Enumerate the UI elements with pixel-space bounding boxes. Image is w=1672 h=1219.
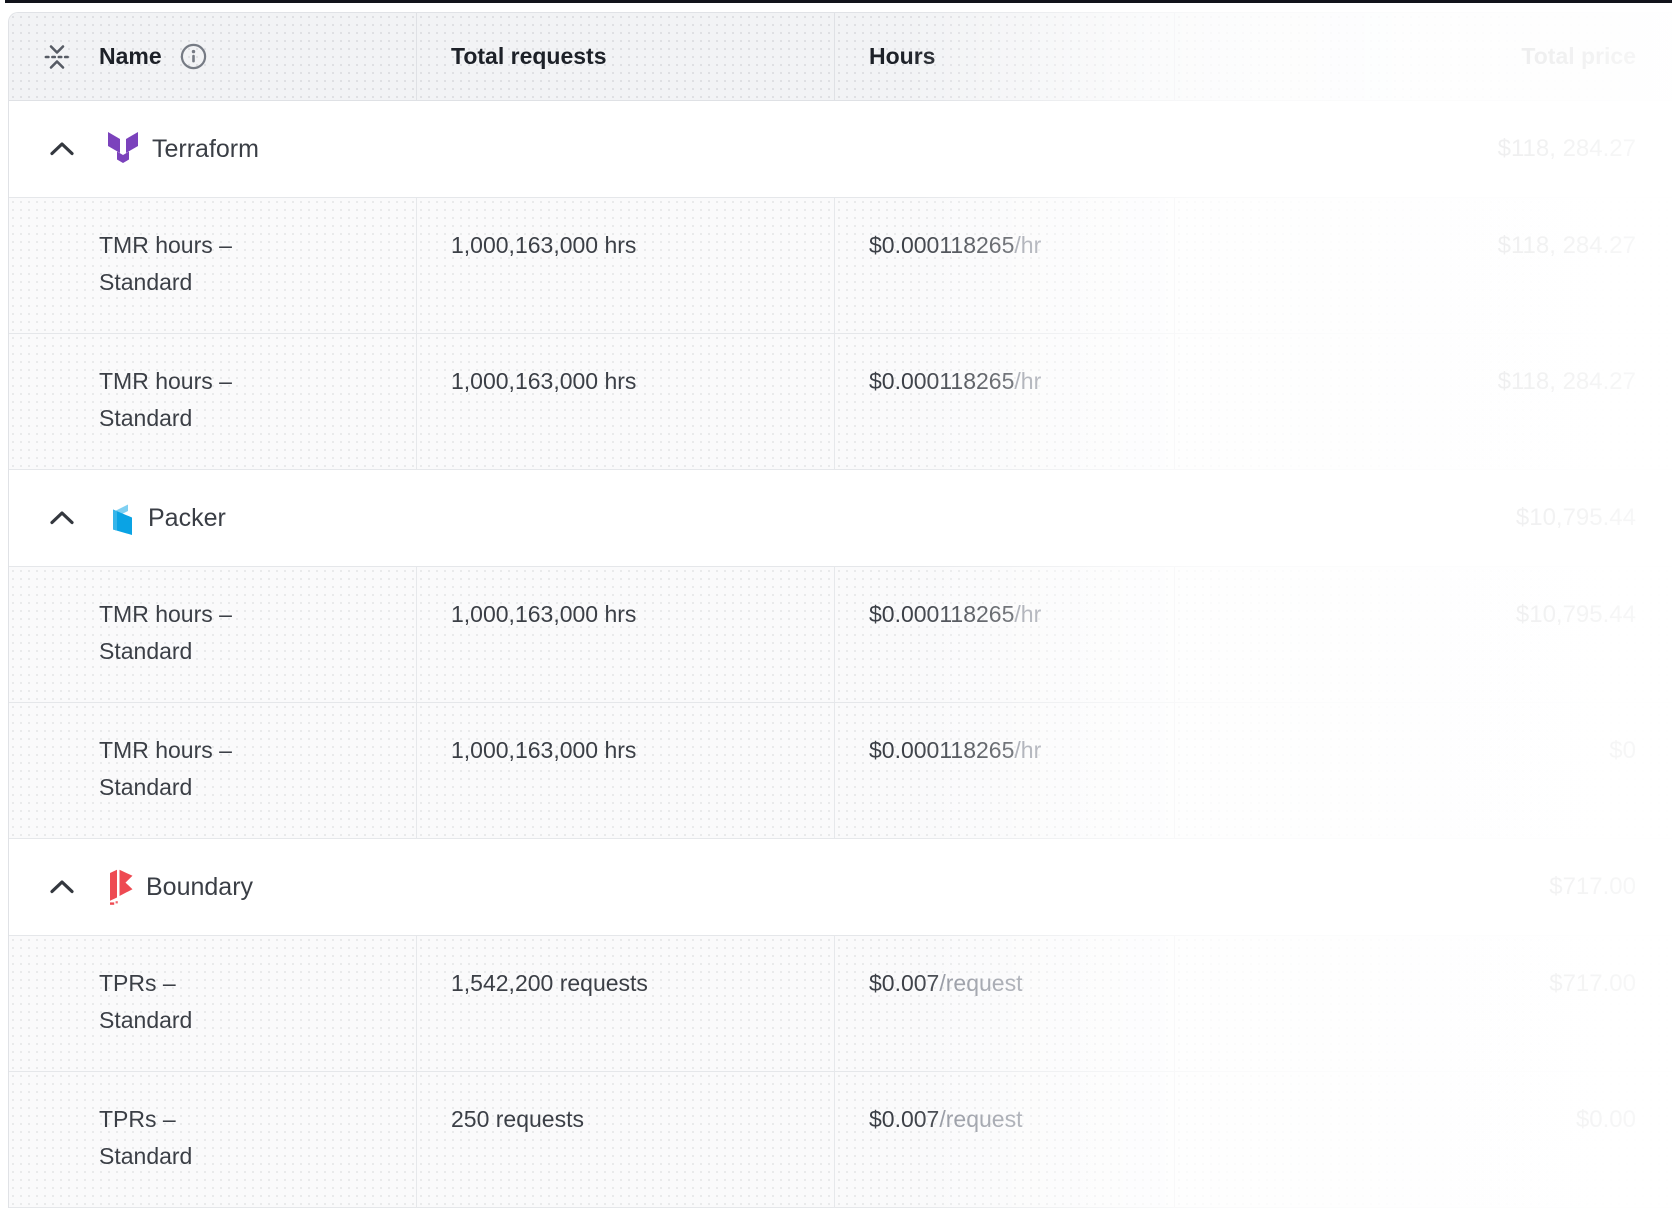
- group-total-price: $10,795.44: [1515, 504, 1636, 531]
- row-name: TPRs – Standard: [99, 970, 193, 1033]
- row-total-requests: 1,000,163,000 hrs: [451, 601, 637, 627]
- row-name: TPRs – Standard: [99, 1106, 193, 1169]
- row-total-requests: 1,000,163,000 hrs: [451, 737, 637, 763]
- row-rate-cell: $0.000118265/hr: [835, 703, 1175, 838]
- terraform-logo-icon: [105, 130, 141, 168]
- row-name: TMR hours – Standard: [99, 232, 232, 295]
- boundary-logo-icon: [105, 868, 135, 906]
- column-header-hours: Hours: [835, 13, 1175, 100]
- row-total-requests: 1,000,163,000 hrs: [451, 232, 637, 258]
- row-rate-unit: /hr: [1014, 232, 1042, 258]
- row-rate-amount: $0.000118265: [869, 601, 1015, 627]
- row-name: TMR hours – Standard: [99, 737, 232, 800]
- row-rate-unit: /hr: [1014, 368, 1042, 394]
- row-name-cell: TMR hours – Standard: [9, 703, 417, 838]
- info-icon[interactable]: [179, 42, 208, 71]
- group-row-terraform[interactable]: Terraform $118, 284.27: [9, 101, 1672, 198]
- table-row: TPRs – Standard 1,542,200 requests $0.00…: [9, 936, 1672, 1072]
- column-header-name-label: Name: [99, 43, 162, 69]
- row-total-price: $118, 284.27: [1497, 368, 1636, 395]
- column-header-hours-label: Hours: [869, 43, 936, 69]
- row-total-price-cell: $0.00: [1175, 1072, 1672, 1207]
- usage-pricing-table: Name Total requests Hours Total price: [8, 12, 1672, 1208]
- row-rate-cell: $0.000118265/hr: [835, 567, 1175, 702]
- row-total-requests: 1,542,200 requests: [451, 970, 648, 996]
- table-row: TMR hours – Standard 1,000,163,000 hrs $…: [9, 567, 1672, 703]
- group-row-packer[interactable]: Packer $10,795.44: [9, 470, 1672, 567]
- group-label: Terraform: [152, 134, 259, 163]
- group-total-price: $717.00: [1549, 873, 1636, 900]
- row-rate-amount: $0.007: [869, 970, 940, 996]
- row-rate-unit: /hr: [1014, 601, 1042, 627]
- row-total-price: $118, 284.27: [1497, 232, 1636, 259]
- column-header-total-price-label: Total price: [1521, 43, 1636, 69]
- table-row: TMR hours – Standard 1,000,163,000 hrs $…: [9, 703, 1672, 839]
- group-total-price: $118, 284.27: [1497, 135, 1636, 162]
- packer-logo-icon: [105, 500, 137, 536]
- row-total-requests-cell: 1,000,163,000 hrs: [417, 198, 835, 333]
- row-total-price: $0.00: [1575, 1106, 1636, 1133]
- row-rate-cell: $0.007/request: [835, 1072, 1175, 1207]
- row-total-price-cell: $0: [1175, 703, 1672, 838]
- column-header-total-requests-label: Total requests: [451, 43, 607, 69]
- row-total-price-cell: $118, 284.27: [1175, 198, 1672, 333]
- row-total-price-cell: $10,795.44: [1175, 567, 1672, 702]
- row-name-cell: TMR hours – Standard: [9, 334, 417, 469]
- row-rate-unit: /hr: [1014, 737, 1042, 763]
- row-total-price: $10,795.44: [1515, 601, 1636, 628]
- row-name-cell: TMR hours – Standard: [9, 567, 417, 702]
- row-rate-unit: /request: [939, 970, 1023, 996]
- row-total-requests-cell: 1,000,163,000 hrs: [417, 334, 835, 469]
- chevron-up-icon[interactable]: [49, 879, 75, 895]
- row-total-requests-cell: 1,000,163,000 hrs: [417, 703, 835, 838]
- table-header-row: Name Total requests Hours Total price: [9, 13, 1672, 101]
- group-row-boundary[interactable]: Boundary $717.00: [9, 839, 1672, 936]
- row-total-price-cell: $717.00: [1175, 936, 1672, 1071]
- row-total-requests-cell: 250 requests: [417, 1072, 835, 1207]
- group-label: Packer: [148, 503, 226, 532]
- row-rate-cell: $0.000118265/hr: [835, 334, 1175, 469]
- chevron-up-icon[interactable]: [49, 510, 75, 526]
- row-total-requests-cell: 1,542,200 requests: [417, 936, 835, 1071]
- row-total-requests-cell: 1,000,163,000 hrs: [417, 567, 835, 702]
- row-name: TMR hours – Standard: [99, 601, 232, 664]
- row-rate-amount: $0.000118265: [869, 232, 1015, 258]
- column-header-total-requests: Total requests: [417, 13, 835, 100]
- row-rate-amount: $0.007: [869, 1106, 940, 1132]
- row-name-cell: TPRs – Standard: [9, 1072, 417, 1207]
- row-total-price: $717.00: [1549, 970, 1636, 997]
- table-row: TMR hours – Standard 1,000,163,000 hrs $…: [9, 334, 1672, 470]
- row-total-requests: 1,000,163,000 hrs: [451, 368, 637, 394]
- row-rate-unit: /request: [939, 1106, 1023, 1132]
- chevron-up-icon[interactable]: [49, 141, 75, 157]
- row-name-cell: TMR hours – Standard: [9, 198, 417, 333]
- column-header-total-price: Total price: [1175, 13, 1672, 100]
- collapse-rows-icon[interactable]: [42, 42, 72, 72]
- row-name-cell: TPRs – Standard: [9, 936, 417, 1071]
- top-accent-border: [5, 0, 1672, 3]
- table-row: TPRs – Standard 250 requests $0.007/requ…: [9, 1072, 1672, 1208]
- row-rate-cell: $0.007/request: [835, 936, 1175, 1071]
- row-name: TMR hours – Standard: [99, 368, 232, 431]
- row-total-price: $0: [1609, 737, 1636, 764]
- group-label: Boundary: [146, 872, 254, 901]
- row-rate-cell: $0.000118265/hr: [835, 198, 1175, 333]
- table-row: TMR hours – Standard 1,000,163,000 hrs $…: [9, 198, 1672, 334]
- row-total-requests: 250 requests: [451, 1106, 584, 1132]
- row-rate-amount: $0.000118265: [869, 368, 1015, 394]
- row-total-price-cell: $118, 284.27: [1175, 334, 1672, 469]
- column-header-name: Name: [9, 13, 417, 100]
- row-rate-amount: $0.000118265: [869, 737, 1015, 763]
